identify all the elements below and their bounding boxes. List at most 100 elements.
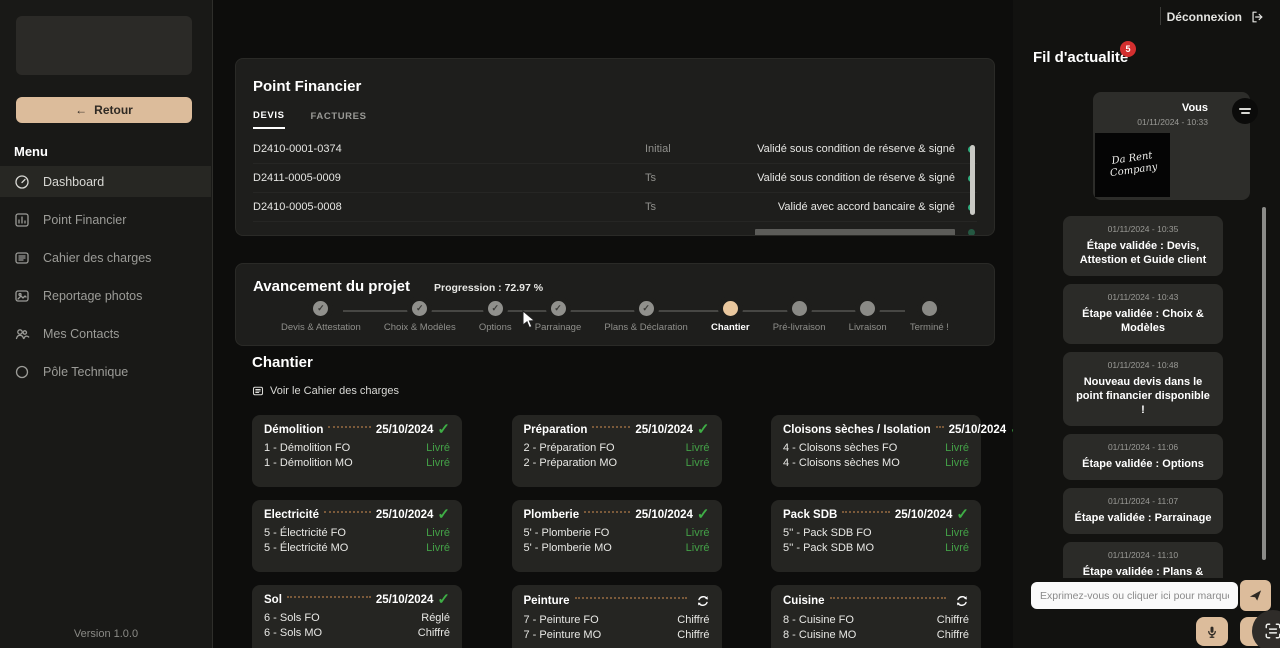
- check-icon: ✓: [437, 421, 450, 438]
- chantier-row: 5 - Électricité MO Livré: [264, 541, 450, 556]
- chantier-row-status: Chiffré: [677, 628, 710, 641]
- sidebar-item[interactable]: Point Financier: [0, 204, 211, 235]
- chantier-row-label: 1 - Démolition MO: [264, 456, 353, 469]
- sidebar-item-label: Dashboard: [43, 174, 105, 189]
- sidebar-item-icon: [15, 289, 29, 302]
- attached-image-text: Da Rent Company: [1108, 150, 1158, 180]
- step-label: Terminé !: [909, 322, 949, 333]
- chantier-row-label: 5' - Plomberie MO: [523, 541, 612, 554]
- sidebar-item-label: Cahier des charges: [43, 250, 152, 265]
- chantier-card: Sol 25/10/2024 ✓ 6 - Sols FO Réglé: [252, 585, 462, 648]
- feed-message-timestamp: 01/11/2024 - 10:43: [1107, 292, 1179, 302]
- step-circle: ✓: [921, 301, 937, 316]
- dotted-leader: [829, 597, 946, 599]
- table-scrollbar[interactable]: [970, 145, 975, 215]
- chantier-row-label: 5'' - Pack SDB MO: [783, 541, 874, 554]
- chantier-row-status: Chiffré: [417, 626, 450, 639]
- scan-icon: [1265, 623, 1280, 639]
- view-cahier-link[interactable]: Voir le Cahier des charges: [252, 385, 399, 397]
- feed-message: 01/11/2024 - 10:43 Étape validée : Choix…: [1063, 284, 1223, 344]
- feed-message-timestamp: 01/11/2024 - 11:10: [1107, 550, 1179, 560]
- chantier-row-status: Livré: [945, 456, 969, 469]
- feed-message-text: Étape validée : Choix & Modèles: [1082, 308, 1204, 334]
- tab-devis[interactable]: DEVIS: [253, 110, 285, 129]
- chantier-row-status: Livré: [945, 527, 969, 539]
- sidebar-item-icon: [15, 365, 29, 378]
- chantier-card: Cuisine ✓ 8 - Cuisine FO Chiffré: [771, 585, 981, 648]
- chantier-card: Pack SDB 25/10/2024 ✓ 5'' - Pack SDB FO …: [771, 500, 981, 572]
- chantier-row-status: Chiffré: [936, 614, 969, 626]
- chantier-card: Peinture ✓ 7 - Peinture FO Chiffré: [511, 585, 722, 648]
- scan-button[interactable]: [1252, 610, 1280, 648]
- topbar-divider: [1160, 7, 1161, 25]
- avancement-title: Avancement du projet: [253, 278, 410, 295]
- news-feed-panel: Déconnexion Fil d'actualité 5 Vous 01/11…: [1013, 0, 1280, 648]
- step-circle: ✓: [550, 301, 566, 316]
- chantier-card-date: 25/10/2024: [375, 424, 434, 436]
- chantier-row-label: 8 - Cuisine MO: [783, 628, 857, 641]
- back-button[interactable]: ← Retour: [16, 97, 192, 123]
- sidebar-item[interactable]: Mes Contacts: [0, 318, 211, 349]
- devis-row[interactable]: D2411-0005-0009 Ts Validé sous condition…: [253, 164, 977, 193]
- stepper-step: ✓ Plans & Déclaration: [604, 301, 688, 333]
- chantier-card-date: 25/10/2024: [635, 424, 693, 436]
- chantier-row: 4 - Cloisons sèches MO Livré: [783, 456, 969, 471]
- chantier-card-title: Pack SDB: [783, 509, 838, 521]
- feed-message: 01/11/2024 - 10:48 Nouveau devis dans le…: [1063, 352, 1223, 426]
- progression-label: Progression : 72.97 %: [433, 282, 544, 294]
- chantier-row-status: Livré: [685, 442, 710, 454]
- feed-scrollbar[interactable]: [1262, 207, 1266, 560]
- chantier-card: Préparation 25/10/2024 ✓ 2 - Préparation…: [511, 415, 722, 487]
- dotted-leader: [286, 596, 371, 598]
- chantier-row-label: 5 - Électricité FO: [264, 527, 346, 539]
- chantier-row: 5' - Plomberie MO Livré: [524, 541, 710, 556]
- devis-row[interactable]: D2410-0001-0374 Initial Validé sous cond…: [253, 135, 977, 164]
- chantier-card-date: 25/10/2024: [375, 509, 434, 521]
- check-icon: ✓: [491, 303, 499, 313]
- feed-message: 01/11/2024 - 11:07 Étape validée : Parra…: [1063, 488, 1223, 534]
- sidebar-item[interactable]: Dashboard: [0, 166, 211, 197]
- feed-message-text: Étape validée : Options: [1082, 458, 1204, 470]
- dotted-leader: [328, 426, 371, 428]
- chantier-row-label: 2 - Préparation MO: [523, 456, 618, 469]
- chantier-row: 7 - Peinture MO Chiffré: [524, 628, 710, 643]
- step-circle: ✓: [860, 301, 876, 316]
- logout-icon: [1252, 11, 1263, 23]
- chantier-card: Plomberie 25/10/2024 ✓ 5' - Plomberie FO…: [511, 500, 722, 572]
- chantier-row-status: Livré: [685, 541, 710, 554]
- sync-icon: [696, 594, 710, 608]
- point-financier-card: Point Financier DEVIS FACTURES D2410-000…: [235, 58, 995, 236]
- chantier-card-date: 25/10/2024: [635, 509, 693, 521]
- sidebar-menu: Dashboard Point Financier: [0, 166, 211, 394]
- microphone-button[interactable]: [1196, 617, 1228, 646]
- sidebar-item-icon: [15, 328, 30, 339]
- chantier-row-label: 5 - Électricité MO: [264, 541, 349, 554]
- feed-message-timestamp: 01/11/2024 - 11:06: [1107, 442, 1179, 452]
- tab-factures[interactable]: FACTURES: [311, 110, 367, 129]
- chantier-card: Démolition 25/10/2024 ✓ 1 - Démolition F…: [252, 415, 462, 487]
- message-input[interactable]: [1031, 582, 1238, 609]
- check-icon: ✓: [437, 506, 450, 523]
- chantier-row-label: 5'' - Pack SDB FO: [783, 527, 872, 539]
- left-arrow-icon: ←: [75, 103, 88, 117]
- sidebar-item-label: Pôle Technique: [43, 364, 129, 379]
- send-button[interactable]: [1240, 580, 1271, 611]
- chantier-row-status: Livré: [426, 527, 450, 539]
- stepper-step: ✓ Terminé !: [910, 301, 949, 333]
- chantier-card: Cloisons sèches / Isolation 25/10/2024 ✓…: [771, 415, 1023, 487]
- avatar: [1232, 98, 1258, 124]
- feed-message-timestamp: 01/11/2024 - 11:07: [1107, 496, 1179, 506]
- dotted-leader: [323, 511, 371, 513]
- chantier-card-title: Sol: [264, 594, 282, 606]
- message-author: Vous: [1181, 102, 1208, 114]
- step-label: Pré-livraison: [772, 322, 826, 333]
- devis-row[interactable]: D2410-0005-0008 Ts Validé avec accord ba…: [253, 193, 977, 222]
- stepper-step: ✓ Devis & Attestation: [281, 301, 361, 333]
- sidebar-item[interactable]: Pôle Technique: [0, 356, 211, 387]
- sidebar-item[interactable]: Cahier des charges: [0, 242, 211, 273]
- attached-image[interactable]: Da Rent Company: [1095, 133, 1170, 197]
- stepper-step: ✓ Choix & Modèles: [384, 301, 456, 333]
- sidebar-item[interactable]: Reportage photos: [0, 280, 211, 311]
- logout-button[interactable]: Déconnexion: [1167, 7, 1264, 27]
- chantier-row: 7 - Peinture FO Chiffré: [524, 613, 710, 628]
